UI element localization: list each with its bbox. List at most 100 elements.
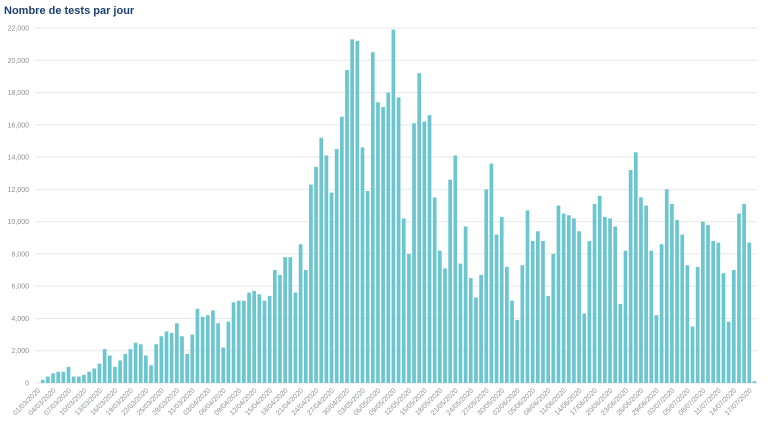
bar [174, 323, 179, 383]
bar [345, 69, 349, 384]
bar [46, 376, 50, 383]
bar [381, 107, 385, 384]
bar [603, 216, 607, 383]
bar [365, 190, 370, 383]
bar [742, 203, 746, 383]
bar [221, 347, 226, 383]
bar [211, 310, 215, 383]
bar [721, 273, 726, 383]
y-tick-label: 0 [25, 381, 29, 388]
bar [566, 215, 571, 383]
bar [293, 292, 298, 383]
bar [169, 332, 174, 383]
bar [407, 253, 411, 383]
bar [185, 353, 189, 383]
bar [670, 203, 674, 383]
bar [128, 349, 133, 383]
bar [417, 73, 422, 383]
bar [505, 266, 509, 383]
bar [319, 137, 324, 383]
bar [66, 366, 71, 383]
bar [752, 381, 757, 383]
y-tick-label: 18,000 [8, 90, 30, 97]
bar [639, 197, 643, 383]
bar [267, 295, 272, 383]
bar [61, 371, 66, 383]
bar [422, 121, 427, 383]
bar [463, 226, 468, 383]
bar [226, 321, 231, 383]
bar [82, 374, 86, 383]
bar [71, 376, 76, 383]
bar [386, 92, 391, 383]
bar [118, 360, 122, 383]
bar [458, 263, 463, 383]
y-tick-label: 16,000 [8, 122, 30, 129]
bar [680, 234, 685, 383]
bar [391, 29, 396, 383]
bar [587, 241, 592, 383]
bar [339, 116, 344, 383]
bar [97, 363, 102, 383]
y-tick-label: 20,000 [8, 58, 30, 65]
bar [190, 334, 195, 383]
bar [252, 291, 257, 383]
y-tick-label: 8,000 [11, 251, 29, 258]
bar [520, 265, 525, 383]
bar [525, 210, 530, 383]
bar [355, 40, 360, 384]
bar [272, 270, 277, 383]
bar [551, 253, 556, 383]
bar [303, 270, 308, 383]
bar [216, 323, 220, 383]
bar [541, 241, 545, 383]
bar [468, 278, 473, 383]
bar [437, 250, 442, 383]
bar [350, 39, 355, 383]
bar [412, 123, 416, 384]
bar [716, 242, 721, 383]
bar [453, 155, 458, 383]
bar [195, 308, 200, 383]
bar [737, 213, 741, 383]
bar [113, 366, 117, 383]
bar [731, 270, 736, 383]
bar [623, 250, 628, 383]
bar [515, 320, 520, 383]
bar [242, 300, 246, 383]
bar [535, 231, 540, 383]
bar [40, 379, 45, 383]
bar [664, 189, 669, 383]
bar [427, 115, 432, 384]
bar [633, 152, 638, 383]
y-tick-label: 4,000 [11, 316, 29, 323]
bar [597, 195, 602, 383]
bar [546, 295, 550, 383]
bar [144, 355, 148, 383]
bar [76, 376, 81, 383]
bar [443, 268, 447, 383]
y-tick-label: 10,000 [8, 219, 30, 226]
bar [675, 220, 679, 383]
bar [484, 189, 489, 383]
bar [334, 149, 339, 383]
bar [92, 368, 97, 383]
bar [700, 221, 705, 383]
bar [654, 315, 659, 383]
bar [510, 300, 514, 383]
bar [659, 244, 664, 383]
bar [262, 300, 267, 383]
y-tick-label: 6,000 [11, 284, 29, 291]
bar [706, 224, 710, 383]
bar [448, 179, 453, 383]
bar [613, 226, 618, 383]
bar [56, 371, 61, 383]
bar [133, 342, 138, 383]
bar [283, 257, 287, 383]
bar [592, 203, 597, 383]
bar [257, 294, 262, 383]
bar [608, 218, 612, 383]
bar [51, 373, 55, 383]
